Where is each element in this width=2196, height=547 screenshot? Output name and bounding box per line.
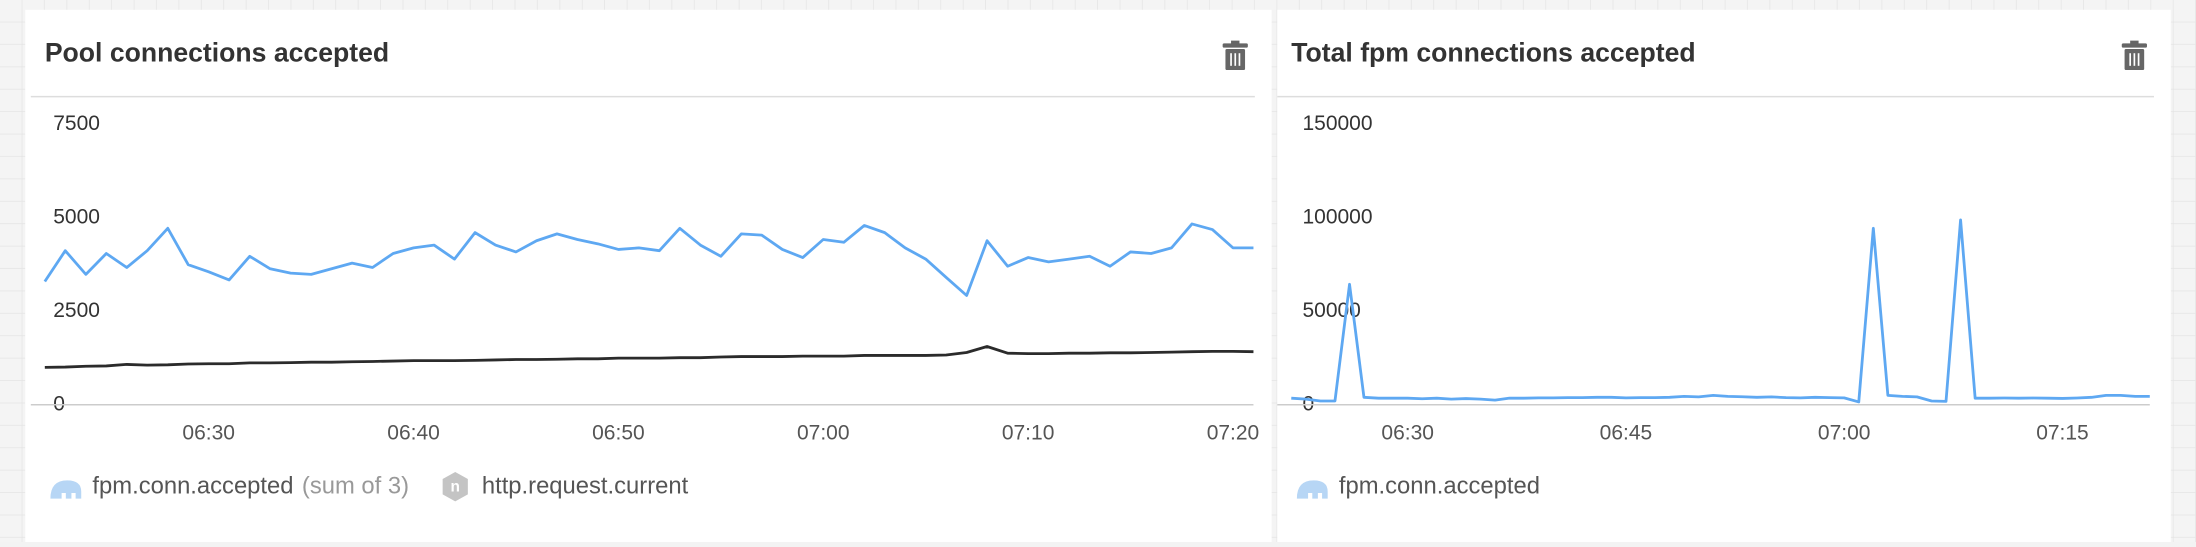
y-tick-label: 2500 — [53, 299, 100, 322]
y-tick-label: 5000 — [53, 206, 100, 229]
series-line — [44, 345, 1254, 369]
x-tick-label: 07:10 — [1002, 422, 1055, 445]
x-tick-label: 07:20 — [1207, 422, 1260, 445]
trash-handle — [2130, 40, 2139, 45]
series-line — [43, 222, 1254, 297]
series-line — [1291, 218, 2150, 404]
x-tick-label: 06:30 — [1381, 422, 1434, 445]
legend-label: fpm.conn.accepted — [92, 473, 293, 500]
legend-note: (sum of 3) — [302, 473, 409, 500]
x-tick-label: 06:45 — [1600, 422, 1653, 445]
y-tick-label: 150000 — [1302, 112, 1372, 135]
trash-handle — [1231, 40, 1240, 45]
trash-lid — [1222, 43, 1248, 48]
y-tick-label: 0 — [1302, 392, 1314, 415]
legend-icon — [442, 471, 468, 502]
legend-icon-letter: n — [451, 478, 460, 495]
x-tick-label: 06:40 — [387, 422, 440, 445]
panel-title: Pool connections accepted — [45, 38, 389, 68]
legend-label: fpm.conn.accepted — [1339, 473, 1540, 500]
x-tick-label: 07:15 — [2036, 422, 2089, 445]
x-tick-label: 07:00 — [797, 422, 850, 445]
legend-label: http.request.current — [482, 473, 689, 500]
trash-lid — [2121, 43, 2147, 48]
y-tick-label: 100000 — [1302, 206, 1372, 229]
panel — [1277, 9, 2171, 547]
x-tick-label: 06:50 — [592, 422, 645, 445]
y-tick-label: 7500 — [53, 112, 100, 135]
legend-icon — [1296, 480, 1328, 499]
panel-title: Total fpm connections accepted — [1291, 38, 1695, 68]
panel — [25, 9, 1272, 547]
legend-icon — [50, 480, 82, 499]
x-tick-label: 06:30 — [182, 422, 235, 445]
x-tick-label: 07:00 — [1818, 422, 1871, 445]
y-tick-label: 0 — [53, 392, 65, 415]
